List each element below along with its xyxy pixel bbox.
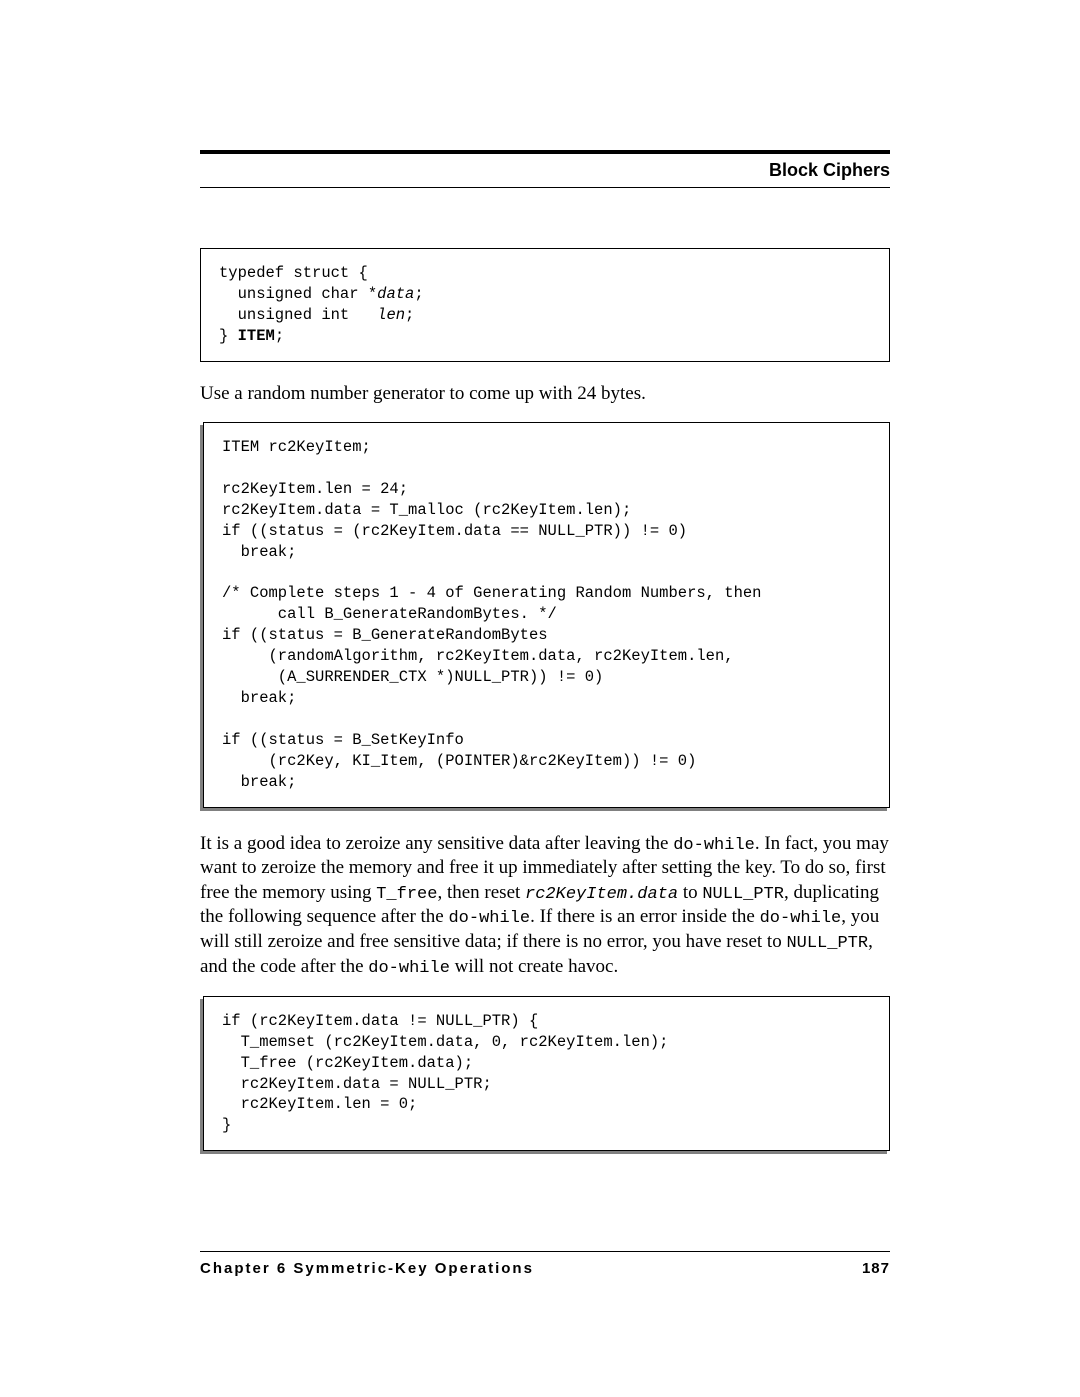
- code-block-struct: typedef struct { unsigned char *data; un…: [200, 248, 890, 362]
- paragraph-zeroize: It is a good idea to zeroize any sensiti…: [200, 832, 890, 980]
- page-number: 187: [862, 1260, 890, 1277]
- header-rule-thick: [200, 150, 890, 154]
- chapter-label: Chapter 6 Symmetric-Key Operations: [200, 1260, 534, 1277]
- footer-row: Chapter 6 Symmetric-Key Operations 187: [200, 1260, 890, 1277]
- footer-rule: [200, 1251, 890, 1252]
- page-footer: Chapter 6 Symmetric-Key Operations 187: [200, 1251, 890, 1277]
- code-block-keyitem: ITEM rc2KeyItem; rc2KeyItem.len = 24; rc…: [203, 422, 890, 808]
- code-block-cleanup: if (rc2KeyItem.data != NULL_PTR) { T_mem…: [203, 996, 890, 1152]
- code-line: typedef struct {: [219, 264, 368, 282]
- section-title: Block Ciphers: [200, 160, 890, 181]
- code-line: } ITEM;: [219, 327, 284, 345]
- code-line: unsigned int len;: [219, 306, 414, 324]
- page: Block Ciphers typedef struct { unsigned …: [0, 0, 1080, 1397]
- code-line: unsigned char *data;: [219, 285, 424, 303]
- header-rule-thin: [200, 187, 890, 188]
- paragraph-random-bytes: Use a random number generator to come up…: [200, 382, 890, 406]
